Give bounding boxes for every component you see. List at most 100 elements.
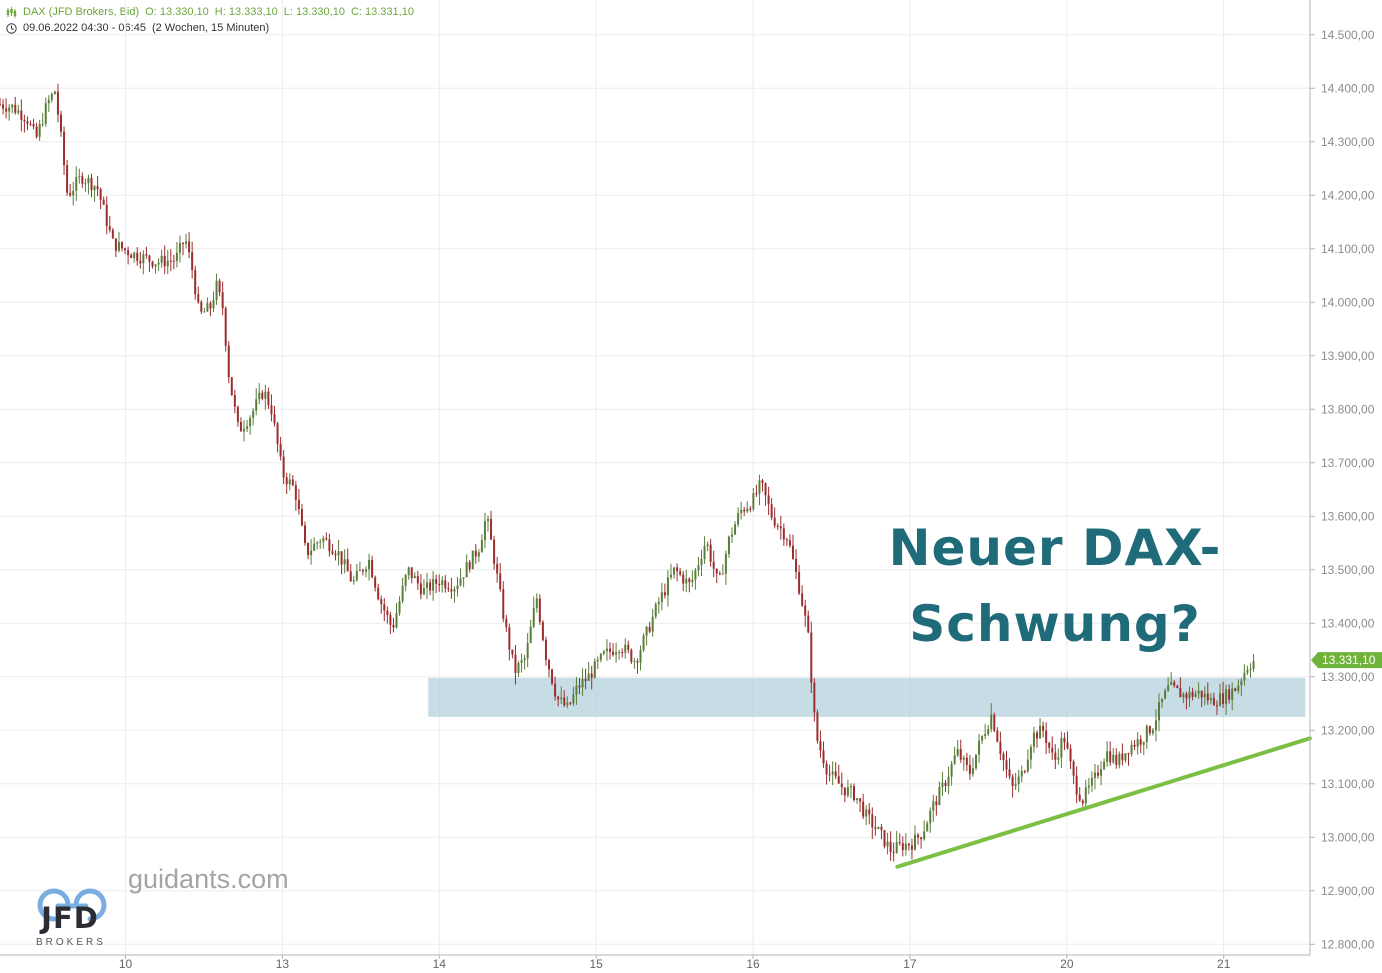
- candle: [1240, 677, 1243, 696]
- candle: [1118, 751, 1121, 769]
- candle-body: [1237, 685, 1240, 691]
- headline-annotation: Neuer DAX- Schwung?: [860, 510, 1250, 662]
- candle: [175, 242, 178, 268]
- candle-body: [615, 652, 618, 655]
- candle: [121, 241, 123, 252]
- y-tick-label: 13.700,00: [1321, 456, 1375, 470]
- candle: [1026, 749, 1029, 773]
- candle-body: [392, 624, 395, 628]
- candle: [929, 807, 932, 833]
- candle-body: [111, 229, 114, 239]
- candle-body: [535, 598, 538, 609]
- candle-body: [270, 405, 273, 415]
- candle: [1167, 677, 1170, 692]
- candle: [587, 661, 590, 681]
- candle: [1249, 663, 1252, 678]
- candle-body: [721, 573, 724, 575]
- candle-body: [627, 644, 630, 650]
- candle: [657, 597, 660, 614]
- candle: [1081, 799, 1084, 807]
- candle: [334, 550, 337, 561]
- candle-body: [1209, 697, 1212, 701]
- candle: [1115, 748, 1118, 769]
- candle-body: [544, 639, 547, 660]
- candle-body: [688, 578, 691, 583]
- candle: [1011, 773, 1014, 798]
- candle: [740, 501, 743, 520]
- candle-body: [453, 589, 456, 592]
- candle-body: [23, 119, 26, 122]
- candle: [410, 567, 413, 584]
- candle-body: [1124, 753, 1127, 761]
- candle: [1188, 686, 1191, 707]
- candle: [142, 250, 145, 275]
- y-tick-label: 13.600,00: [1321, 509, 1375, 523]
- candle: [462, 577, 465, 588]
- candle: [1014, 772, 1017, 790]
- candle-body: [416, 576, 419, 584]
- candle-body: [645, 626, 648, 636]
- candle-body: [349, 571, 352, 582]
- candle-body: [1246, 669, 1249, 673]
- candle: [679, 567, 682, 577]
- candle: [108, 215, 111, 233]
- candle-body: [819, 740, 822, 751]
- candle-body: [465, 562, 468, 578]
- candle-body: [1051, 747, 1054, 753]
- candle-body: [856, 798, 859, 800]
- candle: [69, 184, 72, 197]
- candle: [133, 251, 136, 263]
- y-tick-label: 13.500,00: [1321, 563, 1375, 577]
- candle-body: [38, 124, 41, 137]
- candle: [383, 598, 386, 622]
- candle-body: [502, 589, 505, 619]
- candle: [883, 829, 886, 849]
- candle: [557, 695, 560, 707]
- candle: [419, 574, 422, 600]
- candle-body: [590, 673, 593, 678]
- candle-body: [154, 264, 157, 267]
- candle-body: [175, 252, 178, 261]
- candle-body: [139, 260, 142, 264]
- candle: [551, 668, 554, 686]
- candle: [996, 727, 999, 743]
- candle-body: [663, 592, 666, 596]
- candle-body: [624, 644, 627, 653]
- candle: [499, 562, 502, 592]
- candle: [1127, 752, 1130, 766]
- candle: [633, 657, 636, 669]
- candle-body: [773, 517, 776, 526]
- candle: [731, 527, 733, 544]
- candle-body: [355, 571, 358, 581]
- candle-body: [66, 165, 69, 193]
- candle-body: [660, 592, 663, 603]
- candle-body: [17, 110, 20, 113]
- y-tick-label: 14.500,00: [1321, 28, 1375, 42]
- candle-body: [1103, 761, 1106, 770]
- candle: [276, 421, 279, 453]
- y-tick-label: 13.000,00: [1321, 830, 1375, 844]
- candle: [694, 567, 697, 590]
- candle: [819, 730, 822, 758]
- candle: [1228, 684, 1231, 704]
- candle: [291, 474, 294, 487]
- candle-body: [224, 308, 227, 346]
- candle-body: [41, 124, 44, 126]
- candle: [1209, 692, 1212, 705]
- candle-body: [0, 104, 1, 106]
- candle-body: [133, 252, 136, 259]
- candle-body: [676, 567, 679, 572]
- candle: [1161, 698, 1164, 708]
- candle: [407, 566, 410, 580]
- candle: [313, 537, 316, 552]
- candle-body: [770, 504, 773, 518]
- candle-body: [50, 94, 53, 100]
- candle: [84, 178, 87, 192]
- candle-body: [901, 843, 904, 851]
- candle-body: [706, 544, 709, 546]
- candle: [328, 533, 331, 557]
- candle: [60, 110, 62, 137]
- candle-body: [1014, 784, 1017, 787]
- candle: [612, 643, 615, 657]
